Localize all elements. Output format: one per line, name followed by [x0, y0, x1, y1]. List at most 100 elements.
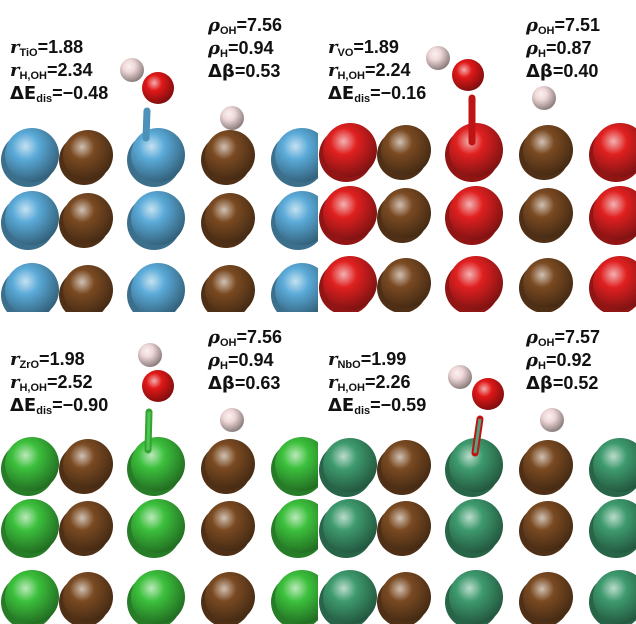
- zro-metal-atom: [131, 570, 185, 624]
- zro-surface-hydrogen-atom: [220, 408, 244, 432]
- tio-metal-atom: [275, 128, 318, 182]
- tio-metal-atom: [5, 191, 59, 245]
- tio-metal-atom: [131, 128, 185, 182]
- panel-nbo-surface: rNbO=1.99 rH,OH=2.26 ΔEdis=−0.59 ρOH=7.5…: [318, 312, 636, 624]
- panel-tio-surface: rTiO=1.88 rH,OH=2.34 ΔEdis=−0.48 ρOH=7.5…: [0, 0, 318, 312]
- zro-metal-atom: [131, 499, 185, 553]
- vo-metal-atom: [449, 186, 503, 240]
- zro-metal-atom: [131, 437, 185, 491]
- tio-left-labels: rTiO=1.88 rH,OH=2.34 ΔEdis=−0.48: [10, 36, 108, 105]
- tio-surface-hydrogen-atom: [220, 106, 244, 130]
- zro-structure: [1, 343, 318, 624]
- zro-r-h-oh: rH,OH=2.52: [10, 372, 93, 394]
- tio-carbon-atom: [205, 193, 255, 243]
- tio-structure: [1, 58, 318, 312]
- tio-metal-atom: [131, 263, 185, 312]
- nbo-mo-bond-core: [473, 418, 482, 454]
- nbo-metal-atom: [449, 499, 503, 553]
- nbo-delta-e-dis: ΔEdis=−0.59: [328, 395, 427, 417]
- nbo-right-labels: ρOH=7.57 ρH=0.92 Δβ=0.52: [526, 326, 600, 395]
- vo-metal-atom: [449, 256, 503, 310]
- tio-delta-e-dis: ΔEdis=−0.48: [10, 83, 109, 105]
- nbo-r-metal-o: rNbO=1.99: [328, 349, 407, 371]
- tio-rho-h: ρH=0.94: [208, 38, 274, 60]
- nbo-metal-atom: [593, 499, 636, 553]
- vo-structure: [319, 46, 636, 312]
- vo-metal-atom: [593, 186, 636, 240]
- nbo-metal-atom: [593, 570, 636, 624]
- nbo-structure: [319, 365, 636, 624]
- nbo-metal-atom: [449, 438, 503, 492]
- nbo-rho-h: ρH=0.92: [526, 350, 592, 372]
- zro-mo-bond-core: [146, 411, 151, 451]
- tio-metal-atom: [131, 191, 185, 245]
- tio-carbon-atom: [63, 193, 113, 243]
- tio-metal-atom: [5, 128, 59, 182]
- vo-carbon-atom: [381, 125, 431, 175]
- vo-carbon-atom: [523, 188, 573, 238]
- vo-metal-atom: [449, 123, 503, 177]
- vo-rho-oh: ρOH=7.51: [526, 15, 601, 37]
- vo-hydroxyl-hydrogen-atom: [426, 46, 450, 70]
- zro-rho-h: ρH=0.94: [208, 350, 274, 372]
- nbo-metal-atom: [323, 438, 377, 492]
- vo-right-labels: ρOH=7.51 ρH=0.87 Δβ=0.40: [526, 14, 600, 83]
- tio-metal-atom: [275, 191, 318, 245]
- zro-rho-oh: ρOH=7.56: [208, 327, 283, 349]
- zro-carbon-atom: [63, 501, 113, 551]
- panel-vo-surface: rVO=1.89 rH,OH=2.24 ΔEdis=−0.16 ρOH=7.51…: [318, 0, 636, 312]
- tio-hydroxyl-hydrogen-atom: [120, 58, 144, 82]
- nbo-carbon-atom: [381, 501, 431, 551]
- zro-right-labels: ρOH=7.56 ρH=0.94 Δβ=0.63: [208, 326, 282, 395]
- nbo-delta-beta: Δβ=0.52: [526, 373, 599, 394]
- zro-carbon-atom: [63, 439, 113, 489]
- nbo-rho-oh: ρOH=7.57: [526, 327, 601, 349]
- vo-carbon-atom: [523, 258, 573, 308]
- zro-metal-atom: [5, 437, 59, 491]
- nbo-carbon-atom: [381, 440, 431, 490]
- zro-left-labels: rZrO=1.98 rH,OH=2.52 ΔEdis=−0.90: [10, 348, 108, 417]
- nbo-metal-atom: [323, 570, 377, 624]
- nbo-hydroxyl-hydrogen-atom: [448, 365, 472, 389]
- zro-metal-atom: [5, 570, 59, 624]
- vo-delta-beta: Δβ=0.40: [526, 61, 599, 82]
- tio-oxygen-atom: [142, 72, 174, 104]
- zro-hydroxyl-hydrogen-atom: [138, 343, 162, 367]
- tio-carbon-atom: [205, 130, 255, 180]
- tio-metal-atom: [5, 263, 59, 312]
- nbo-left-labels: rNbO=1.99 rH,OH=2.26 ΔEdis=−0.59: [328, 348, 426, 417]
- zro-carbon-atom: [63, 572, 113, 622]
- vo-r-h-oh: rH,OH=2.24: [328, 60, 411, 82]
- panel-zro-surface: rZrO=1.98 rH,OH=2.52 ΔEdis=−0.90 ρOH=7.5…: [0, 312, 318, 624]
- nbo-metal-atom: [323, 499, 377, 553]
- zro-carbon-atom: [205, 439, 255, 489]
- zro-metal-atom: [275, 437, 318, 491]
- nbo-metal-atom: [449, 570, 503, 624]
- vo-carbon-atom: [381, 188, 431, 238]
- zro-r-metal-o: rZrO=1.98: [10, 349, 85, 371]
- nbo-metal-atom: [593, 438, 636, 492]
- vo-left-labels: rVO=1.89 rH,OH=2.24 ΔEdis=−0.16: [328, 36, 426, 105]
- zro-oxygen-atom: [142, 370, 174, 402]
- vo-metal-atom: [323, 123, 377, 177]
- nbo-surface-hydrogen-atom: [540, 408, 564, 432]
- nbo-carbon-atom: [381, 572, 431, 622]
- vo-metal-atom: [593, 123, 636, 177]
- tio-mo-bond: [142, 107, 151, 142]
- tio-r-h-oh: rH,OH=2.34: [10, 60, 93, 82]
- vo-metal-atom: [323, 256, 377, 310]
- vo-oxygen-atom: [452, 59, 484, 91]
- tio-carbon-atom: [205, 265, 255, 312]
- vo-metal-atom: [593, 256, 636, 310]
- tio-carbon-atom: [63, 130, 113, 180]
- tio-metal-atom: [275, 263, 318, 312]
- tio-rho-oh: ρOH=7.56: [208, 15, 283, 37]
- vo-delta-e-dis: ΔEdis=−0.16: [328, 83, 427, 105]
- tio-delta-beta: Δβ=0.53: [208, 61, 281, 82]
- zro-metal-atom: [275, 499, 318, 553]
- nbo-oxygen-atom: [472, 378, 504, 410]
- nbo-carbon-atom: [523, 501, 573, 551]
- vo-metal-atom: [323, 186, 377, 240]
- vo-carbon-atom: [523, 125, 573, 175]
